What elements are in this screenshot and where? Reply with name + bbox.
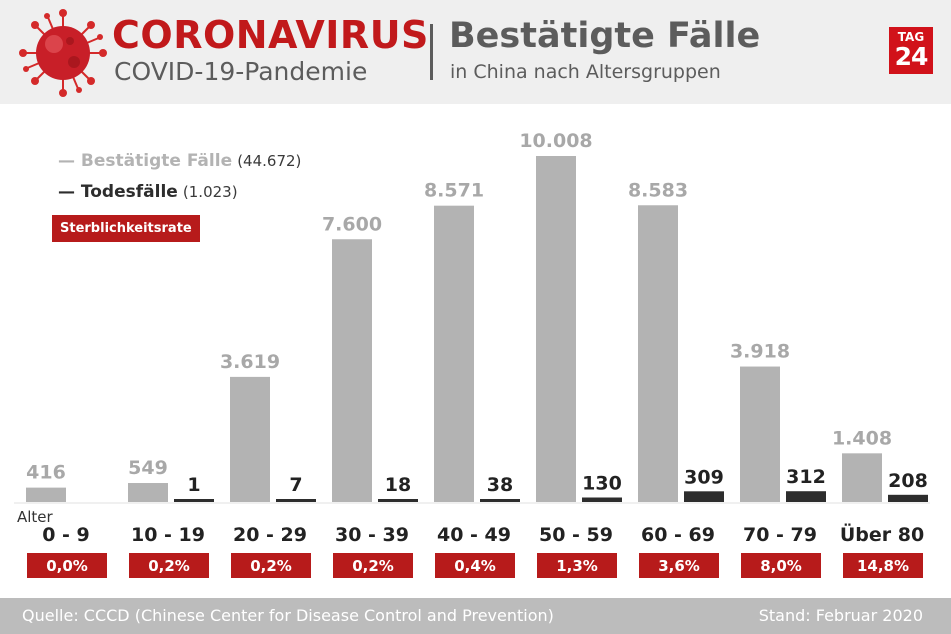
bar-confirmed — [536, 156, 576, 502]
rate-badge — [27, 553, 107, 578]
x-tick-label: 70 - 79 — [743, 524, 817, 546]
data-label-confirmed: 1.408 — [832, 427, 892, 449]
date-note: Stand: Februar 2020 — [758, 606, 923, 625]
page-title: Bestätigte Fälle — [449, 16, 761, 56]
data-label-confirmed: 8.571 — [424, 180, 484, 202]
rate-badge — [741, 553, 821, 578]
rate-label: 14,8% — [857, 557, 909, 575]
data-label-deaths: 312 — [786, 466, 826, 488]
data-label-deaths: 130 — [582, 473, 622, 495]
data-label-deaths: 309 — [684, 466, 724, 488]
logo-line2: 24 — [894, 42, 929, 71]
data-label-confirmed: 10.008 — [519, 130, 592, 152]
data-label-confirmed: 3.619 — [220, 351, 280, 373]
x-tick-label: 30 - 39 — [335, 524, 409, 546]
x-tick-label: 10 - 19 — [131, 524, 205, 546]
data-label-confirmed: 8.583 — [628, 179, 688, 201]
bar-confirmed — [842, 453, 882, 502]
data-label-confirmed: 7.600 — [322, 213, 382, 235]
x-tick-label: 40 - 49 — [437, 524, 511, 546]
logo-line1: TAG — [897, 30, 925, 44]
bar-confirmed — [638, 205, 678, 502]
bar-deaths — [276, 499, 316, 502]
rate-badge — [435, 553, 515, 578]
rate-badge — [843, 553, 923, 578]
legend-rate-badge: Sterblichkeitsrate — [52, 215, 200, 242]
page-subtitle: in China nach Altersgruppen — [450, 61, 721, 83]
data-label-deaths: 18 — [385, 474, 411, 496]
rate-label: 0,2% — [250, 557, 292, 575]
rate-badge — [639, 553, 719, 578]
data-label-deaths: 1 — [187, 474, 200, 496]
rate-label: 8,0% — [760, 557, 802, 575]
bar-confirmed — [434, 205, 474, 502]
bar-deaths — [684, 491, 724, 502]
x-tick-label: Über 80 — [840, 522, 924, 546]
rate-badge — [333, 553, 413, 578]
bar-chart: Alter 416 0 - 9 0,0% 549 1 10 - 19 0,2% 3.619 7 20… — [14, 130, 930, 578]
bar-deaths — [480, 499, 520, 502]
legend-confirmed-count: (44.672) — [237, 152, 302, 170]
x-tick-label: 0 - 9 — [42, 524, 90, 546]
bar-deaths — [378, 499, 418, 502]
data-label-deaths: 7 — [289, 474, 302, 496]
legend-deaths: — Todesfälle (1.023) — [58, 181, 238, 203]
x-tick-label: 60 - 69 — [641, 524, 715, 546]
x-tick-label: 50 - 59 — [539, 524, 613, 546]
data-label-confirmed: 549 — [128, 457, 168, 479]
header-bar: CORONAVIRUS COVID-19-Pandemie Bestätigte… — [0, 0, 951, 104]
bar-deaths — [888, 494, 928, 502]
rate-badge — [231, 553, 311, 578]
rate-label: 1,3% — [556, 557, 598, 575]
rate-label: 3,6% — [658, 557, 700, 575]
rate-label: 0,4% — [454, 557, 496, 575]
bar-confirmed — [740, 366, 780, 502]
bar-deaths — [582, 497, 622, 502]
legend-deaths-label: — Todesfälle — [58, 182, 178, 202]
brand-title: CORONAVIRUS — [112, 13, 429, 57]
coronavirus-icon — [19, 9, 107, 97]
bar-confirmed — [230, 376, 270, 502]
bar-confirmed — [26, 487, 66, 502]
data-label-deaths: 208 — [888, 470, 928, 492]
bar-confirmed — [332, 239, 372, 503]
legend-confirmed: — Bestätigte Fälle (44.672) — [58, 150, 301, 172]
bar-deaths — [174, 499, 214, 502]
legend-confirmed-label: — Bestätigte Fälle — [58, 151, 233, 171]
data-label-confirmed: 3.918 — [730, 341, 790, 363]
rate-badge — [537, 553, 617, 578]
tag24-logo[interactable]: TAG 24 — [889, 27, 933, 74]
footer-bar: Quelle: CCCD (Chinese Center for Disease… — [0, 598, 951, 634]
bar-confirmed — [128, 483, 168, 502]
header-divider — [430, 24, 433, 80]
rate-label: 0,2% — [148, 557, 190, 575]
x-tick-label: 20 - 29 — [233, 524, 307, 546]
rate-label: 0,0% — [46, 557, 88, 575]
rate-label: 0,2% — [352, 557, 394, 575]
data-label-deaths: 38 — [487, 474, 513, 496]
source-note: Quelle: CCCD (Chinese Center for Disease… — [22, 606, 554, 625]
legend-deaths-count: (1.023) — [182, 183, 238, 201]
bar-deaths — [786, 491, 826, 502]
x-axis-title: Alter — [17, 508, 54, 526]
brand-subtitle: COVID-19-Pandemie — [114, 57, 368, 86]
rate-badge — [129, 553, 209, 578]
data-label-confirmed: 416 — [26, 462, 66, 484]
